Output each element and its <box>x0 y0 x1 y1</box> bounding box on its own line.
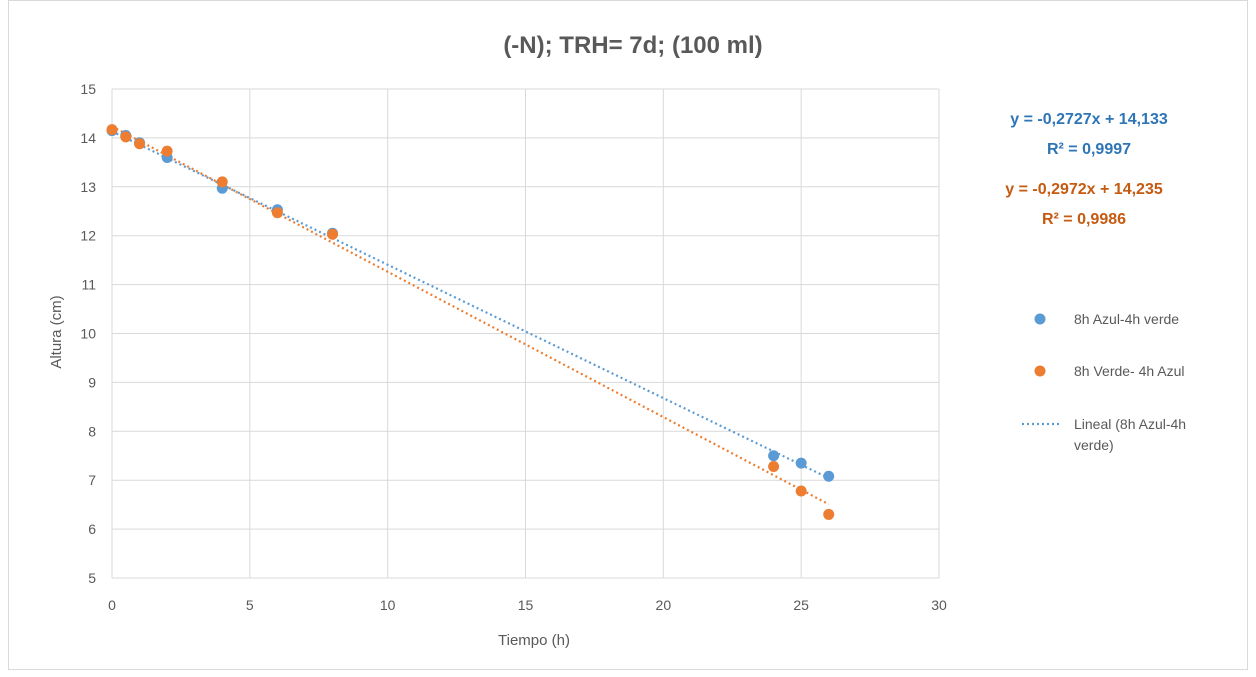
r2-azul: R² = 0,9997 <box>1047 141 1131 158</box>
y-tick-label: 10 <box>80 326 96 342</box>
equation-verde: y = -0,2972x + 14,235 <box>1005 181 1163 198</box>
y-tick-label: 11 <box>81 277 96 293</box>
chart-title: (-N); TRH= 7d; (100 ml) <box>503 32 762 59</box>
data-point-series-0 <box>823 470 835 482</box>
equation-azul: y = -0,2727x + 14,133 <box>1010 111 1168 128</box>
gridlines <box>111 88 940 579</box>
data-point-series-1 <box>327 228 339 240</box>
y-tick-label: 7 <box>88 472 96 488</box>
y-tick-label: 5 <box>88 570 96 586</box>
x-tick-label: 25 <box>793 597 809 613</box>
data-point-series-1 <box>823 508 835 520</box>
data-point-series-1 <box>134 138 146 150</box>
y-tick-label: 9 <box>88 374 96 390</box>
x-tick-label: 15 <box>518 597 534 613</box>
x-tick-label: 20 <box>656 597 672 613</box>
legend-marker <box>1034 313 1046 325</box>
legend-label: 8h Azul-4h verde <box>1074 311 1179 327</box>
legend-label: Lineal (8h Azul-4h <box>1074 416 1186 432</box>
legend: 8h Azul-4h verde 8h Verde- 4h Azul Lineal … <box>1022 311 1186 453</box>
y-axis-label: Altura (cm) <box>48 295 65 368</box>
trendlines <box>111 125 830 506</box>
trendline-equations: y = -0,2727x + 14,133 R² = 0,9997 y = -0… <box>1005 111 1168 228</box>
data-point-series-0 <box>795 457 807 469</box>
legend-label: 8h Verde- 4h Azul <box>1074 363 1185 379</box>
data-points <box>106 124 835 520</box>
data-point-series-1 <box>795 485 807 497</box>
data-point-series-1 <box>161 145 173 157</box>
x-tick-label: 0 <box>108 597 116 613</box>
y-tick-label: 8 <box>88 423 96 439</box>
data-point-series-1 <box>768 461 780 473</box>
data-point-series-1 <box>271 207 283 219</box>
x-tick-label: 10 <box>380 597 396 613</box>
data-point-series-0 <box>768 450 780 462</box>
scatter-chart: (-N); TRH= 7d; (100 ml) 5 6 7 8 9 10 11 12 13 14 1… <box>48 32 1186 649</box>
legend-marker <box>1034 365 1046 377</box>
trendline-series-1 <box>111 125 830 506</box>
data-point-series-1 <box>120 131 132 143</box>
r2-verde: R² = 0,9986 <box>1042 211 1126 228</box>
y-tick-label: 13 <box>80 179 96 195</box>
y-tick-label: 12 <box>80 228 96 244</box>
x-axis-label: Tiempo (h) <box>498 632 570 649</box>
x-tick-label: 5 <box>246 597 254 613</box>
data-point-series-1 <box>106 124 118 136</box>
y-tick-label: 6 <box>88 521 96 537</box>
chart-frame: (-N); TRH= 7d; (100 ml) 5 6 7 8 9 10 11 12 13 14 1… <box>8 0 1248 670</box>
legend-label: verde) <box>1074 437 1114 453</box>
y-tick-label: 15 <box>80 81 96 97</box>
x-tick-label: 30 <box>931 597 947 613</box>
data-point-series-1 <box>216 176 228 188</box>
y-tick-label: 14 <box>80 130 96 146</box>
